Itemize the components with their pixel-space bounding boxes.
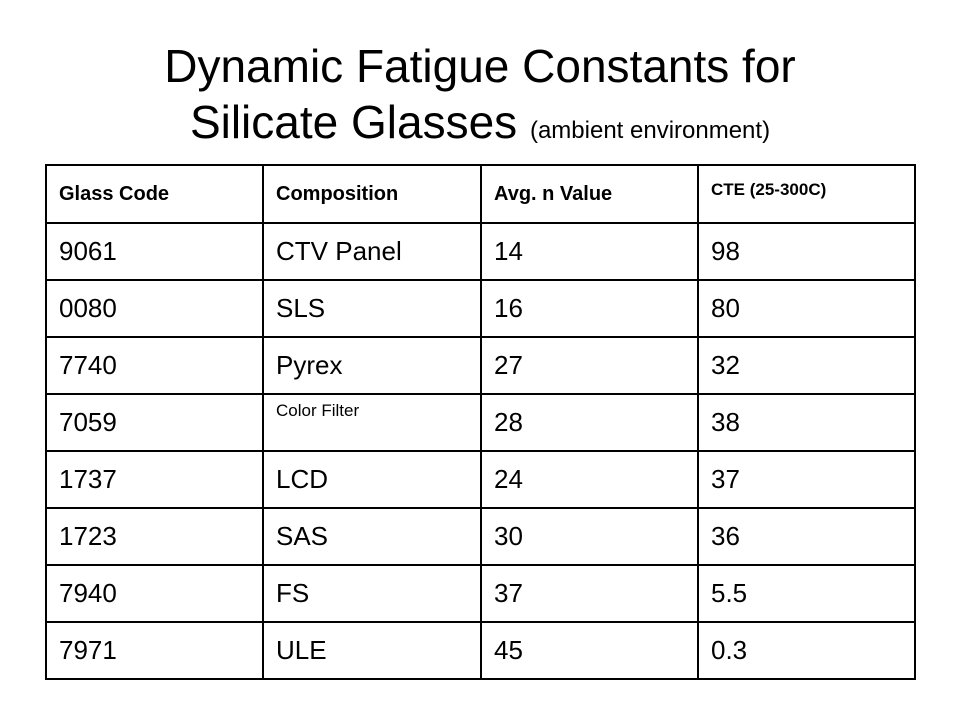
cell-cte: 98 [697, 222, 916, 281]
cell-glass-code: 1737 [45, 450, 264, 509]
cell-cte: 0.3 [697, 621, 916, 680]
cell-avg-n-value: 27 [480, 336, 699, 395]
cell-avg-n-value: 24 [480, 450, 699, 509]
cell-cte: 80 [697, 279, 916, 338]
cell-glass-code: 0080 [45, 279, 264, 338]
table-row: 7940 FS 37 5.5 [45, 564, 916, 623]
cell-avg-n-value: 16 [480, 279, 699, 338]
cell-avg-n-value: 30 [480, 507, 699, 566]
cell-glass-code: 7059 [45, 393, 264, 452]
header-avg-n-value: Avg. n Value [480, 164, 699, 224]
cell-cte: 37 [697, 450, 916, 509]
header-cte: CTE (25-300C) [697, 164, 916, 224]
cell-composition: Pyrex [262, 336, 482, 395]
title-main: Silicate Glasses [189, 96, 518, 148]
cell-avg-n-value: 28 [480, 393, 699, 452]
table-row: 7059 Color Filter 28 38 [45, 393, 916, 452]
cell-avg-n-value: 45 [480, 621, 699, 680]
cell-composition: ULE [262, 621, 482, 680]
cell-glass-code: 7940 [45, 564, 264, 623]
table-row: 1723 SAS 30 36 [45, 507, 916, 566]
cell-cte: 5.5 [697, 564, 916, 623]
cell-glass-code: 1723 [45, 507, 264, 566]
cell-glass-code: 7971 [45, 621, 264, 680]
table-row: 7971 ULE 45 0.3 [45, 621, 916, 680]
table-row: 9061 CTV Panel 14 98 [45, 222, 916, 281]
title-line-1: Dynamic Fatigue Constants for [164, 40, 796, 92]
table-row: 0080 SLS 16 80 [45, 279, 916, 338]
cell-composition: FS [262, 564, 482, 623]
header-composition: Composition [262, 164, 482, 224]
table-row: 7740 Pyrex 27 32 [45, 336, 916, 395]
cell-glass-code: 9061 [45, 222, 264, 281]
header-glass-code: Glass Code [45, 164, 264, 224]
cell-composition: CTV Panel [262, 222, 482, 281]
title-line-2: Silicate Glasses (ambient environment) [0, 94, 960, 159]
fatigue-constants-table: Glass Code Composition Avg. n Value CTE … [45, 164, 916, 680]
cell-cte: 36 [697, 507, 916, 566]
title-subtitle: (ambient environment) [529, 117, 771, 144]
cell-glass-code: 7740 [45, 336, 264, 395]
cell-avg-n-value: 37 [480, 564, 699, 623]
cell-cte: 32 [697, 336, 916, 395]
cell-composition: Color Filter [262, 393, 482, 452]
cell-avg-n-value: 14 [480, 222, 699, 281]
cell-composition: SLS [262, 279, 482, 338]
cell-composition: SAS [262, 507, 482, 566]
slide-title: Dynamic Fatigue Constants for Silicate G… [0, 38, 960, 159]
cell-composition: LCD [262, 450, 482, 509]
cell-cte: 38 [697, 393, 916, 452]
header-row: Glass Code Composition Avg. n Value CTE … [45, 164, 916, 224]
table-row: 1737 LCD 24 37 [45, 450, 916, 509]
